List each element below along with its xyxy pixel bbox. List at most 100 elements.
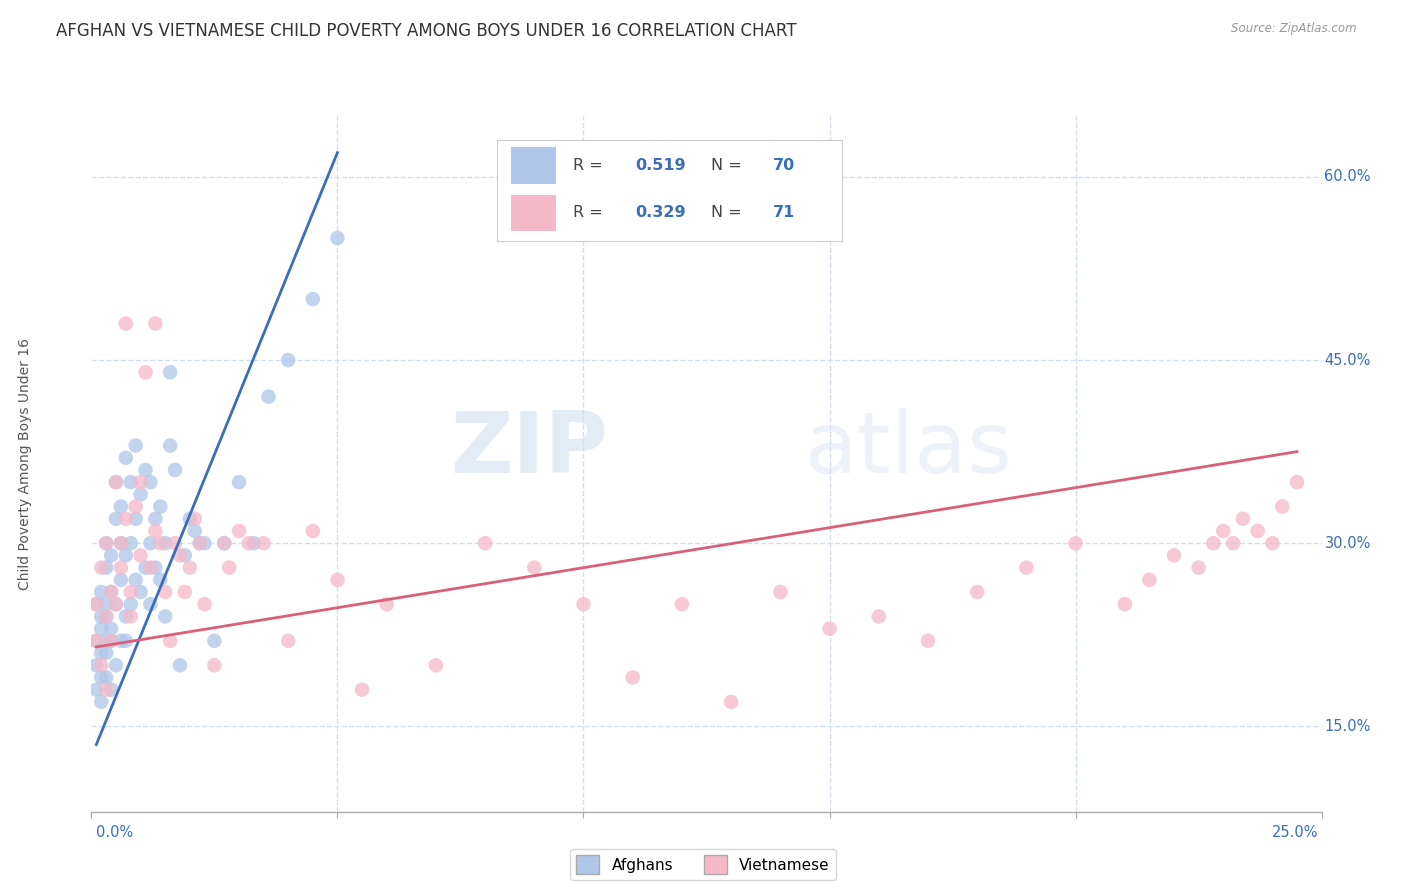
- Point: [174, 585, 197, 599]
- Point: [114, 549, 138, 563]
- Point: [96, 646, 117, 660]
- Point: [720, 695, 742, 709]
- Point: [105, 475, 127, 490]
- Point: [139, 536, 162, 550]
- Point: [139, 597, 162, 611]
- Point: [120, 597, 142, 611]
- Point: [105, 658, 127, 673]
- Point: [114, 450, 138, 465]
- Point: [120, 585, 142, 599]
- Point: [100, 622, 122, 636]
- Point: [1232, 512, 1254, 526]
- Point: [228, 524, 250, 538]
- Point: [326, 573, 349, 587]
- Point: [228, 475, 250, 490]
- Text: N =: N =: [711, 158, 747, 173]
- Point: [169, 658, 191, 673]
- Point: [183, 524, 207, 538]
- Point: [124, 438, 146, 452]
- Point: [818, 622, 841, 636]
- Point: [202, 633, 225, 648]
- Text: AFGHAN VS VIETNAMESE CHILD POVERTY AMONG BOYS UNDER 16 CORRELATION CHART: AFGHAN VS VIETNAMESE CHILD POVERTY AMONG…: [56, 22, 797, 40]
- Point: [124, 573, 146, 587]
- Point: [375, 597, 398, 611]
- Point: [1163, 549, 1185, 563]
- Point: [105, 512, 127, 526]
- Point: [135, 365, 156, 379]
- Bar: [512, 194, 555, 231]
- Point: [153, 536, 177, 550]
- Point: [86, 597, 108, 611]
- Text: 70: 70: [773, 158, 796, 173]
- Point: [1139, 573, 1161, 587]
- Text: atlas: atlas: [804, 409, 1012, 491]
- Point: [621, 670, 644, 684]
- Bar: [512, 147, 555, 184]
- Point: [159, 365, 181, 379]
- Point: [153, 609, 177, 624]
- Point: [110, 560, 132, 574]
- Point: [114, 317, 138, 331]
- Point: [114, 512, 138, 526]
- Text: R =: R =: [574, 158, 607, 173]
- Point: [129, 549, 152, 563]
- Point: [120, 475, 142, 490]
- Point: [135, 463, 156, 477]
- Point: [96, 609, 117, 624]
- Text: 45.0%: 45.0%: [1324, 352, 1371, 368]
- Point: [572, 597, 595, 611]
- Point: [114, 633, 138, 648]
- Point: [1114, 597, 1136, 611]
- Point: [96, 560, 117, 574]
- Point: [253, 536, 276, 550]
- Point: [1015, 560, 1038, 574]
- Text: Child Poverty Among Boys Under 16: Child Poverty Among Boys Under 16: [18, 338, 32, 590]
- Point: [90, 622, 112, 636]
- Point: [1064, 536, 1087, 550]
- Point: [90, 609, 112, 624]
- Point: [86, 633, 108, 648]
- Point: [163, 463, 186, 477]
- Point: [1212, 524, 1234, 538]
- Point: [110, 536, 132, 550]
- Point: [917, 633, 939, 648]
- Point: [769, 585, 792, 599]
- Text: 0.329: 0.329: [636, 205, 686, 220]
- Point: [1222, 536, 1244, 550]
- Point: [1246, 524, 1268, 538]
- Point: [96, 597, 117, 611]
- Point: [124, 500, 146, 514]
- Point: [1261, 536, 1284, 550]
- Point: [183, 512, 207, 526]
- Point: [179, 512, 201, 526]
- Point: [352, 682, 374, 697]
- Point: [163, 536, 186, 550]
- Point: [277, 353, 299, 368]
- Point: [242, 536, 264, 550]
- Point: [169, 549, 191, 563]
- Point: [129, 585, 152, 599]
- Point: [257, 390, 280, 404]
- Point: [188, 536, 211, 550]
- Point: [301, 524, 323, 538]
- Point: [90, 658, 112, 673]
- Point: [100, 682, 122, 697]
- Point: [105, 597, 127, 611]
- Point: [100, 585, 122, 599]
- Point: [523, 560, 546, 574]
- Point: [425, 658, 447, 673]
- Text: 60.0%: 60.0%: [1324, 169, 1371, 185]
- Point: [105, 597, 127, 611]
- Text: 30.0%: 30.0%: [1324, 536, 1371, 550]
- Point: [135, 560, 156, 574]
- Point: [110, 573, 132, 587]
- Point: [159, 633, 181, 648]
- Point: [129, 487, 152, 501]
- Point: [100, 585, 122, 599]
- Point: [96, 536, 117, 550]
- Point: [277, 633, 299, 648]
- Point: [100, 549, 122, 563]
- Legend: Afghans, Vietnamese: Afghans, Vietnamese: [571, 849, 835, 880]
- Point: [129, 475, 152, 490]
- Point: [90, 670, 112, 684]
